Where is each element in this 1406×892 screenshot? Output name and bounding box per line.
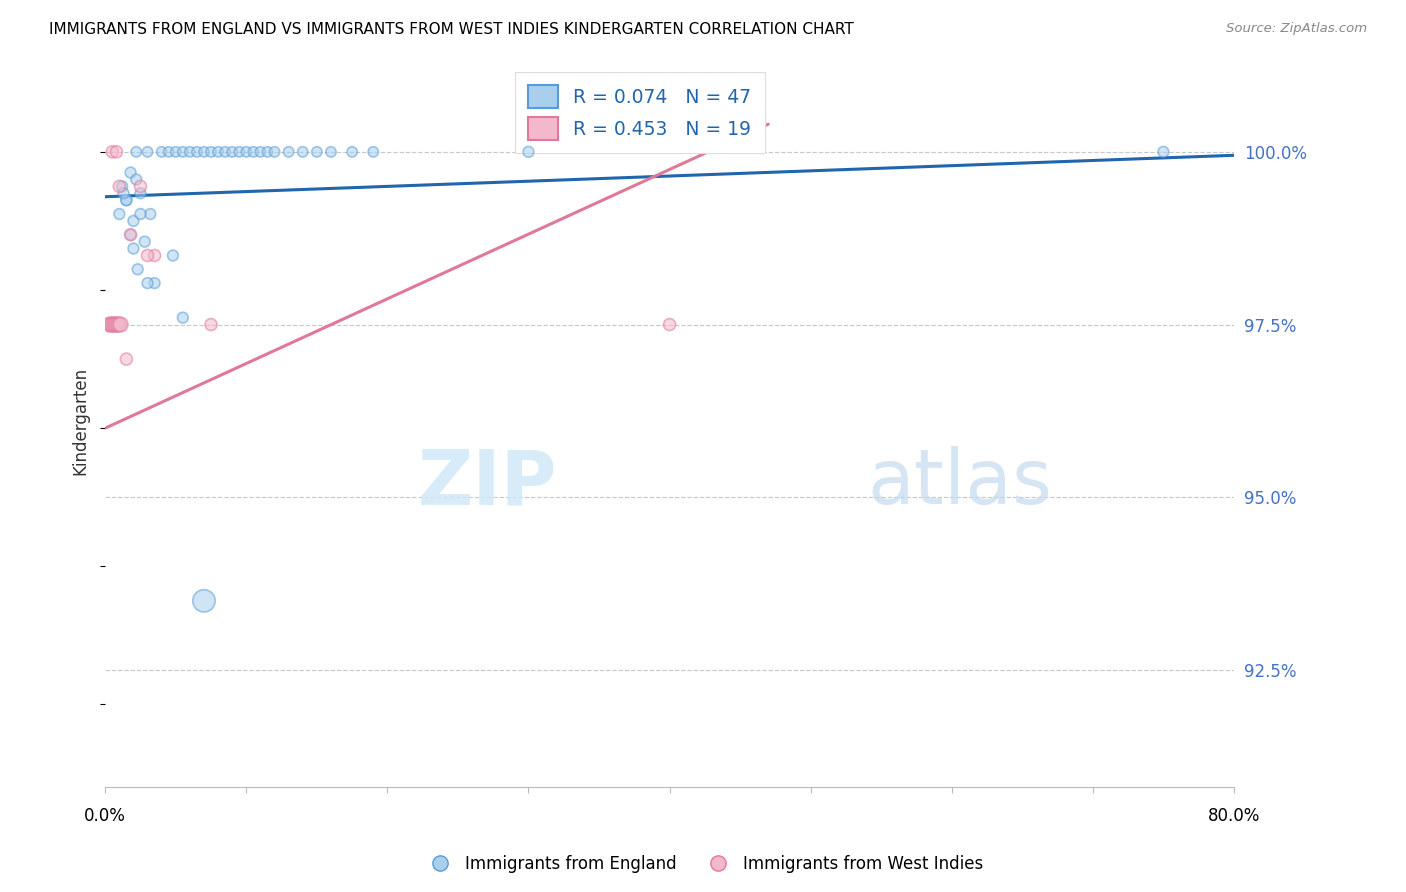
- Point: [108, 318, 131, 332]
- Point: [108, 179, 131, 194]
- Point: [105, 318, 128, 332]
- Point: [1152, 145, 1174, 159]
- Point: [108, 207, 131, 221]
- Point: [103, 318, 125, 332]
- Point: [129, 207, 152, 221]
- Point: [100, 318, 122, 332]
- Point: [120, 227, 142, 242]
- Point: [172, 145, 194, 159]
- Point: [150, 145, 173, 159]
- Point: [136, 248, 159, 262]
- Point: [193, 594, 215, 608]
- Point: [122, 242, 145, 256]
- Point: [115, 352, 138, 367]
- Point: [291, 145, 314, 159]
- Point: [179, 145, 201, 159]
- Point: [172, 310, 194, 325]
- Y-axis label: Kindergarten: Kindergarten: [72, 368, 89, 475]
- Point: [277, 145, 299, 159]
- Point: [127, 262, 149, 277]
- Point: [157, 145, 180, 159]
- Point: [214, 145, 236, 159]
- Point: [143, 248, 166, 262]
- Point: [110, 318, 132, 332]
- Point: [101, 145, 124, 159]
- Point: [134, 235, 156, 249]
- Text: IMMIGRANTS FROM ENGLAND VS IMMIGRANTS FROM WEST INDIES KINDERGARTEN CORRELATION : IMMIGRANTS FROM ENGLAND VS IMMIGRANTS FR…: [49, 22, 853, 37]
- Point: [361, 145, 384, 159]
- Point: [101, 318, 124, 332]
- Point: [162, 248, 184, 262]
- Point: [319, 145, 342, 159]
- Point: [98, 318, 121, 332]
- Point: [305, 145, 328, 159]
- Point: [221, 145, 243, 159]
- Point: [242, 145, 264, 159]
- Point: [129, 186, 152, 201]
- Point: [120, 227, 142, 242]
- Point: [125, 145, 148, 159]
- Point: [228, 145, 250, 159]
- Point: [235, 145, 257, 159]
- Point: [200, 318, 222, 332]
- Point: [115, 193, 138, 207]
- Point: [112, 186, 135, 201]
- Text: ZIP: ZIP: [418, 446, 557, 520]
- Point: [186, 145, 208, 159]
- Point: [207, 145, 229, 159]
- Point: [122, 214, 145, 228]
- Point: [120, 165, 142, 179]
- Point: [165, 145, 187, 159]
- Text: Source: ZipAtlas.com: Source: ZipAtlas.com: [1226, 22, 1367, 36]
- Point: [139, 207, 162, 221]
- Point: [658, 318, 681, 332]
- Point: [200, 145, 222, 159]
- Point: [193, 145, 215, 159]
- Point: [129, 179, 152, 194]
- Point: [340, 145, 363, 159]
- Point: [263, 145, 285, 159]
- Point: [136, 145, 159, 159]
- Point: [143, 276, 166, 290]
- Text: atlas: atlas: [868, 446, 1052, 520]
- Legend: R = 0.074   N = 47, R = 0.453   N = 19: R = 0.074 N = 47, R = 0.453 N = 19: [515, 72, 765, 153]
- Point: [249, 145, 271, 159]
- Point: [105, 145, 128, 159]
- Point: [115, 193, 138, 207]
- Point: [517, 145, 540, 159]
- Point: [111, 179, 134, 194]
- Point: [136, 276, 159, 290]
- Point: [107, 318, 129, 332]
- Point: [104, 318, 127, 332]
- Point: [125, 172, 148, 186]
- Point: [256, 145, 278, 159]
- Text: 80.0%: 80.0%: [1208, 806, 1260, 825]
- Legend: Immigrants from England, Immigrants from West Indies: Immigrants from England, Immigrants from…: [416, 848, 990, 880]
- Text: 0.0%: 0.0%: [84, 806, 127, 825]
